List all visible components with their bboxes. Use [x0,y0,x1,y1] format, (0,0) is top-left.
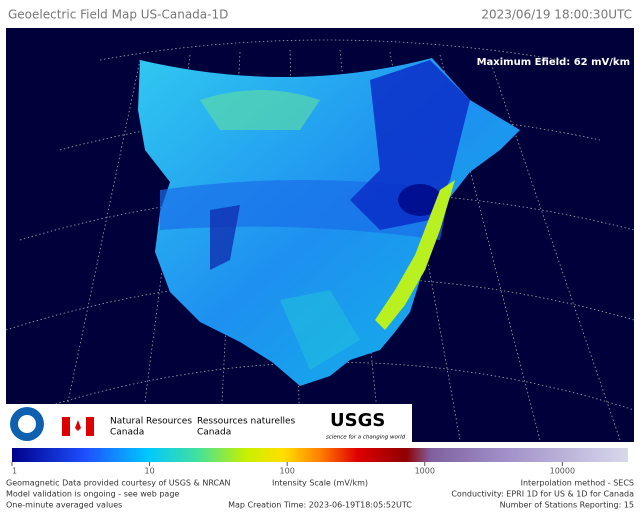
color-bar-tick-label: 10 [144,467,154,476]
usgs-tagline: science for a changing world [326,435,406,441]
color-bar-ticks: 1 10 100 1000 10000 [11,462,575,476]
footer-center: Map Creation Time: 2023-06-19T18:05:52UT… [228,501,412,510]
timestamp: 2023/06/19 18:00:30UTC [481,8,632,22]
nrcan-fr: Canada [197,428,231,438]
color-bar-tick-label: 100 [280,467,295,476]
usgs-logo: USGS [330,410,385,431]
color-bar-label: Intensity Scale (mV/km) [272,479,368,488]
color-bar-tick-label: 1000 [415,467,435,476]
footer-left: Geomagnetic Data provided courtesy of US… [6,479,231,488]
nrcan-en: Canada [110,428,144,438]
footer-left: One-minute averaged values [6,501,122,510]
nrcan-en: Natural Resources [110,417,192,427]
max-efield: Maximum Efield: 62 mV/km [477,57,630,68]
footer-right: Number of Stations Reporting: 15 [500,501,634,510]
color-bar-tick-label: 10000 [550,467,575,476]
nrcan-fr: Ressources naturelles [197,417,296,427]
title: Geoelectric Field Map US-Canada-1D [8,8,228,22]
footer-left: Model validation is ongoing - see web pa… [6,490,179,499]
color-bar-tick-label: 1 [12,467,17,476]
footer-right: Interpolation method - SECS [521,479,634,488]
footer-right: Conductivity: EPRI 1D for US & 1D for Ca… [451,490,634,499]
color-bar [12,448,628,462]
field-map [138,58,520,386]
